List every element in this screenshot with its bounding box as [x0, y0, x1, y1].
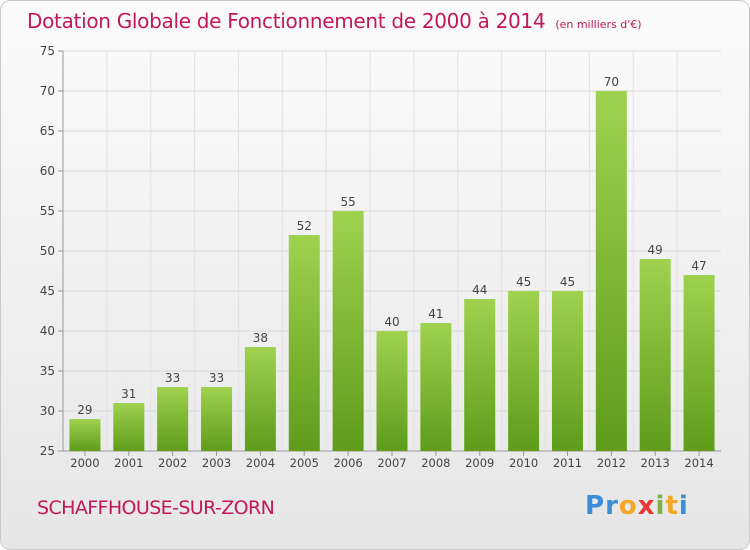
bar-value-label: 45 [516, 275, 531, 289]
y-tick-label: 70 [40, 84, 55, 98]
logo-letter: t [665, 491, 679, 521]
bar-value-label: 38 [253, 331, 268, 345]
x-tick-label: 2003 [202, 456, 231, 470]
bar-value-label: 31 [121, 387, 136, 401]
bar-value-label: 41 [428, 307, 443, 321]
x-tick-label: 2001 [114, 456, 143, 470]
y-tick-label: 75 [40, 44, 55, 58]
bar-value-label: 49 [648, 243, 663, 257]
proxiti-logo[interactable]: Proxiti [585, 491, 689, 521]
y-tick-label: 65 [40, 124, 55, 138]
logo-letter: x [637, 491, 656, 521]
y-tick-label: 35 [40, 364, 55, 378]
x-tick-label: 2009 [465, 456, 494, 470]
x-tick-label: 2004 [246, 456, 275, 470]
bar-value-label: 45 [560, 275, 575, 289]
bar [508, 291, 540, 451]
bar-value-label: 33 [209, 371, 224, 385]
y-tick-label: 40 [40, 324, 55, 338]
title-text: Dotation Globale de Fonctionnement de 20… [27, 9, 546, 33]
bars [69, 91, 715, 451]
bar-value-label: 44 [472, 283, 487, 297]
x-tick-label: 2002 [158, 456, 187, 470]
y-tick-label: 45 [40, 284, 55, 298]
logo-letter: i [678, 491, 689, 521]
x-tick-label: 2000 [70, 456, 99, 470]
bar [288, 235, 320, 451]
x-tick-label: 2005 [290, 456, 319, 470]
chart-title: Dotation Globale de Fonctionnement de 20… [27, 9, 642, 33]
bar-value-label: 40 [384, 315, 399, 329]
bar [201, 387, 233, 451]
x-tick-label: 2006 [333, 456, 362, 470]
bar [69, 419, 101, 451]
commune-name: SCHAFFHOUSE-SUR-ZORN [37, 497, 275, 519]
x-tick-label: 2012 [597, 456, 626, 470]
x-tick-label: 2008 [421, 456, 450, 470]
logo-letter: o [618, 491, 638, 521]
bar-value-label: 52 [297, 219, 312, 233]
x-tick-label: 2013 [641, 456, 670, 470]
bar [551, 291, 583, 451]
y-tick-label: 50 [40, 244, 55, 258]
logo-letter: P [585, 491, 606, 521]
x-tick-label: 2011 [553, 456, 582, 470]
y-tick-label: 60 [40, 164, 55, 178]
bar [376, 331, 408, 451]
bar-value-label: 33 [165, 371, 180, 385]
x-tick-label: 2010 [509, 456, 538, 470]
y-tick-label: 30 [40, 404, 55, 418]
bar [464, 299, 496, 451]
unit-note: (en milliers d'€) [555, 18, 642, 31]
bar [595, 91, 627, 451]
bar [244, 347, 276, 451]
y-tick-label: 55 [40, 204, 55, 218]
x-tick-label: 2014 [684, 456, 713, 470]
bar [420, 323, 452, 451]
labels: 29 2000 31 2001 33 2002 33 2003 38 2004 52 2005 55 20… [70, 75, 713, 470]
bar [639, 259, 671, 451]
bar [683, 275, 715, 451]
bar [332, 211, 364, 451]
bar [157, 387, 189, 451]
bar-value-label: 47 [691, 259, 706, 273]
logo-letter: i [655, 491, 666, 521]
bar [113, 403, 145, 451]
x-tick-label: 2007 [377, 456, 406, 470]
bar-value-label: 70 [604, 75, 619, 89]
y-tick-label: 25 [40, 444, 55, 458]
logo-letter: r [605, 491, 619, 521]
bar-value-label: 55 [340, 195, 355, 209]
bar-value-label: 29 [77, 403, 92, 417]
